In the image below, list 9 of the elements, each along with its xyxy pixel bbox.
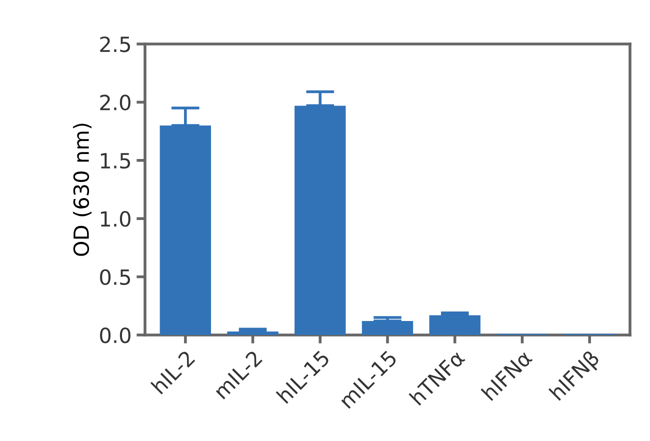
y-tick-label: 2.0 [100,94,130,110]
y-tick-label: 0.0 [100,327,130,344]
y-tick-label: 2.5 [100,36,130,52]
y-tick-label: 1.5 [100,153,130,169]
y-axis-title: OD (630 nm) [72,124,92,256]
y-tick-label: 1.0 [100,211,130,227]
bar [227,332,278,335]
bar [429,315,480,335]
y-tick-label: 0.5 [100,269,130,286]
